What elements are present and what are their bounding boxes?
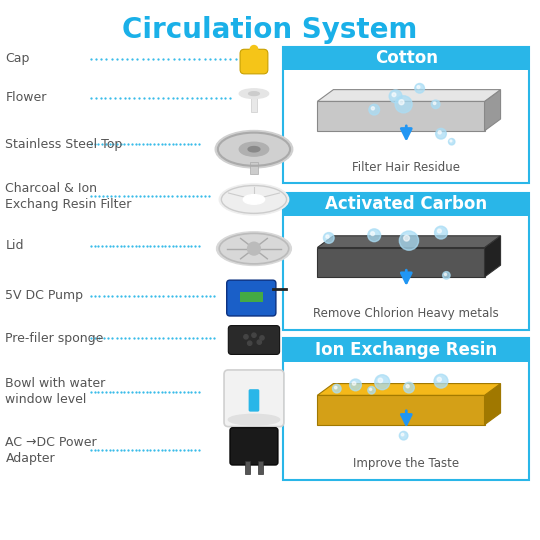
Circle shape [438, 131, 441, 134]
Circle shape [389, 90, 402, 103]
Ellipse shape [215, 131, 293, 168]
Circle shape [247, 341, 252, 346]
Ellipse shape [248, 146, 260, 152]
Circle shape [415, 84, 424, 93]
Circle shape [450, 140, 452, 142]
Circle shape [247, 242, 260, 255]
Circle shape [437, 377, 441, 382]
Circle shape [392, 93, 396, 97]
Circle shape [436, 129, 447, 139]
Polygon shape [318, 236, 501, 247]
Polygon shape [318, 383, 501, 395]
Circle shape [323, 233, 334, 244]
FancyBboxPatch shape [284, 46, 529, 184]
FancyBboxPatch shape [230, 428, 278, 465]
Circle shape [434, 374, 448, 388]
Circle shape [401, 433, 404, 436]
Ellipse shape [219, 184, 289, 215]
Circle shape [433, 102, 436, 105]
FancyBboxPatch shape [240, 49, 268, 74]
Circle shape [400, 431, 408, 440]
Text: Ion Exchange Resin: Ion Exchange Resin [315, 341, 497, 359]
Circle shape [437, 229, 441, 233]
Ellipse shape [244, 194, 265, 204]
Text: Stainless Steel Top: Stainless Steel Top [5, 138, 123, 151]
Circle shape [449, 139, 455, 145]
Text: Cotton: Cotton [375, 49, 438, 68]
Ellipse shape [239, 89, 269, 98]
Text: Improve the Taste: Improve the Taste [353, 457, 460, 470]
Circle shape [378, 378, 383, 383]
Text: Bowl with water
window level: Bowl with water window level [5, 377, 106, 407]
FancyBboxPatch shape [284, 339, 529, 362]
Circle shape [399, 99, 404, 105]
Text: AC →DC Power
Adapter: AC →DC Power Adapter [5, 436, 97, 464]
Ellipse shape [239, 142, 269, 156]
FancyBboxPatch shape [284, 46, 529, 70]
Circle shape [352, 382, 356, 385]
Circle shape [395, 96, 412, 113]
Circle shape [326, 235, 329, 238]
Ellipse shape [217, 232, 292, 266]
Text: Lid: Lid [5, 239, 24, 252]
Circle shape [368, 387, 375, 394]
Circle shape [250, 45, 258, 53]
FancyBboxPatch shape [227, 280, 276, 316]
Circle shape [369, 388, 372, 390]
Text: Charcoal & Ion
Exchang Resin Filter: Charcoal & Ion Exchang Resin Filter [5, 182, 132, 211]
Text: Pre-filer sponge: Pre-filer sponge [5, 332, 104, 345]
Circle shape [370, 232, 375, 235]
Circle shape [444, 273, 447, 275]
Text: Flower: Flower [5, 91, 47, 104]
Text: Activated Carbon: Activated Carbon [325, 195, 487, 213]
Circle shape [431, 100, 440, 109]
Circle shape [404, 235, 409, 241]
Circle shape [260, 336, 264, 340]
FancyBboxPatch shape [284, 339, 529, 480]
Circle shape [257, 340, 261, 345]
Circle shape [252, 333, 256, 338]
Ellipse shape [228, 414, 280, 425]
Text: 5V DC Pump: 5V DC Pump [5, 289, 84, 302]
Polygon shape [484, 236, 501, 277]
Polygon shape [484, 383, 501, 425]
FancyBboxPatch shape [224, 370, 284, 427]
Polygon shape [318, 395, 484, 425]
Circle shape [400, 231, 419, 250]
FancyBboxPatch shape [284, 192, 529, 330]
Circle shape [443, 272, 450, 279]
FancyBboxPatch shape [251, 95, 257, 112]
Circle shape [334, 386, 337, 389]
FancyBboxPatch shape [228, 326, 280, 354]
Text: Circulation System: Circulation System [123, 16, 417, 44]
Circle shape [417, 86, 420, 89]
FancyBboxPatch shape [245, 461, 249, 474]
Circle shape [369, 104, 380, 115]
Text: Remove Chlorion Heavy metals: Remove Chlorion Heavy metals [313, 307, 499, 320]
Polygon shape [318, 102, 484, 131]
Circle shape [349, 379, 361, 391]
Text: Cap: Cap [5, 52, 30, 65]
Polygon shape [318, 247, 484, 277]
Text: Filter Hair Residue: Filter Hair Residue [352, 161, 460, 174]
FancyBboxPatch shape [248, 389, 259, 411]
Circle shape [372, 107, 374, 110]
Circle shape [244, 335, 248, 339]
FancyBboxPatch shape [258, 461, 262, 474]
Circle shape [368, 229, 381, 242]
FancyBboxPatch shape [250, 162, 258, 174]
Polygon shape [318, 90, 501, 102]
Circle shape [333, 384, 341, 393]
Circle shape [435, 226, 448, 239]
Circle shape [406, 384, 409, 388]
Circle shape [375, 375, 390, 390]
Circle shape [403, 382, 414, 393]
FancyBboxPatch shape [284, 192, 529, 216]
FancyBboxPatch shape [240, 292, 262, 301]
Ellipse shape [248, 92, 259, 96]
Polygon shape [484, 90, 501, 131]
